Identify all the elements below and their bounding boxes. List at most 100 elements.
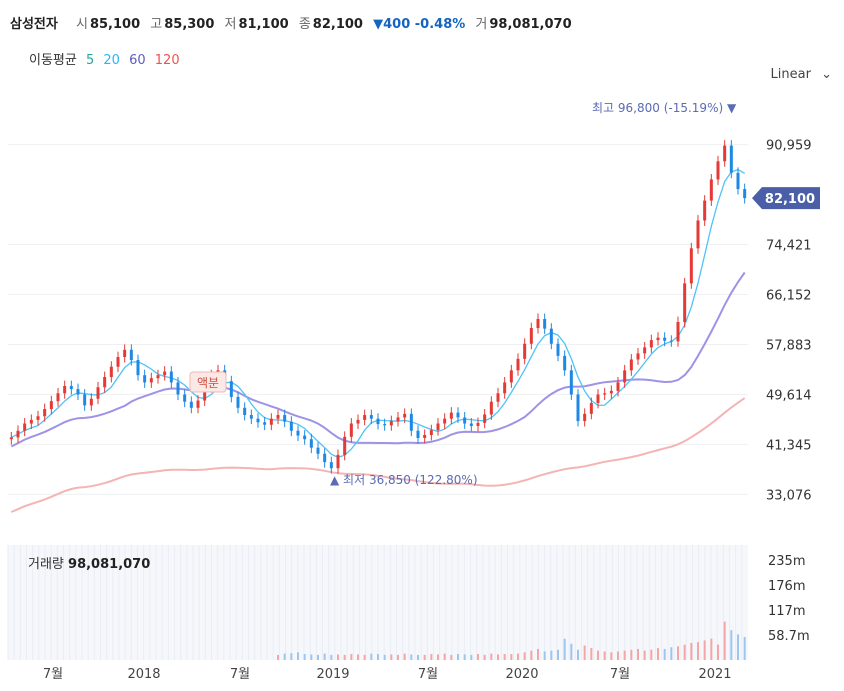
ma-120[interactable]: 120: [154, 53, 180, 68]
candle-body: [303, 435, 307, 440]
candle-body: [629, 359, 633, 371]
volume-bar: [743, 637, 746, 660]
candle-body: [563, 355, 567, 371]
candle-body: [183, 394, 187, 402]
candle-body: [43, 409, 47, 417]
chevron-down-icon: ⌄: [821, 67, 832, 82]
volume-bar: [563, 638, 566, 660]
candle-body: [56, 393, 60, 402]
high-annotation: 최고 96,800 (-15.19%) ▼: [592, 101, 737, 115]
scale-select[interactable]: Linear ⌄: [771, 67, 832, 82]
volume-bar: [550, 650, 553, 660]
volume-bar: [283, 653, 286, 660]
candle-body: [336, 454, 340, 469]
volume-bar: [710, 638, 713, 660]
candle-body: [236, 396, 240, 408]
candle-body: [509, 370, 513, 383]
candle-body: [616, 382, 620, 391]
candle-body: [396, 417, 400, 422]
ma-20[interactable]: 20: [103, 53, 120, 68]
candle-body: [383, 424, 387, 426]
candle-body: [436, 423, 440, 431]
candle-body: [723, 145, 727, 162]
volume-bar: [337, 654, 339, 660]
ma-60[interactable]: 60: [129, 53, 146, 68]
volume-bar: [477, 654, 479, 660]
x-tick-label: 2021: [698, 667, 731, 682]
volume-bar: [277, 654, 279, 660]
candle-body: [316, 447, 320, 454]
open-value: 85,100: [89, 17, 141, 32]
candle-body: [696, 220, 700, 249]
volume-bar: [417, 654, 419, 660]
volume-bar: [290, 653, 293, 660]
change-value: ▼400 -0.48%: [373, 17, 466, 32]
candle-body: [69, 386, 73, 390]
candle-body: [729, 145, 733, 173]
candle-body: [356, 419, 360, 424]
volume-bar: [737, 634, 739, 660]
candle-body: [649, 340, 653, 348]
price-tag-label: 82,100: [765, 192, 815, 207]
candle-body: [296, 430, 300, 436]
candle-body: [736, 172, 740, 190]
quote-header: 삼성전자 시 85,100 고 85,300 저 81,100 종 82,100 ▼40…: [10, 13, 578, 32]
candle-body: [76, 389, 80, 395]
volume-bar: [443, 653, 446, 660]
volume-bar: [403, 653, 406, 660]
volume-bar: [590, 648, 593, 660]
volume-panel-label: 거래량 98,081,070: [28, 553, 150, 572]
candle-body: [323, 453, 327, 463]
scale-value: Linear: [770, 67, 811, 82]
volume-title: 거래량: [28, 557, 64, 572]
candle-body: [529, 328, 533, 344]
low-value: 81,100: [238, 17, 289, 32]
volume-bar: [577, 649, 579, 660]
volume-bar: [617, 651, 619, 660]
volume-bar: [610, 652, 613, 660]
volume-bar: [343, 654, 346, 660]
candle-body: [476, 422, 480, 426]
candle-body: [469, 423, 473, 426]
ma-5[interactable]: 5: [85, 53, 95, 68]
volume-bar: [537, 648, 539, 660]
candle-body: [363, 415, 367, 420]
price-tag: [752, 187, 820, 210]
y-tick-label: 49,614: [766, 388, 812, 403]
candle-body: [49, 401, 53, 409]
volume-bar: [723, 621, 726, 660]
candle-body: [716, 161, 720, 180]
candle-body: [349, 423, 353, 437]
y-tick-label: 66,152: [766, 288, 812, 303]
volume-bar: [463, 654, 466, 660]
y-tick-label: 41,345: [766, 438, 812, 453]
volume-bar: [603, 651, 606, 660]
x-tick-label: 7월: [230, 667, 250, 682]
candle-body: [189, 401, 193, 408]
candle-body: [496, 393, 500, 402]
volume-bar: [450, 654, 453, 660]
candle-body: [443, 418, 447, 424]
candle-body: [543, 318, 547, 329]
candle-body: [609, 390, 613, 394]
volume-value: 98,081,070: [68, 557, 151, 572]
candle-body: [663, 337, 667, 341]
candle-body: [196, 400, 200, 408]
volume-bar: [303, 654, 306, 660]
candle-body: [263, 422, 267, 425]
volume-bar: [503, 654, 506, 660]
candle-body: [596, 394, 600, 403]
volume-bar: [497, 654, 499, 660]
close-value: 82,100: [312, 17, 363, 32]
y-tick-label: 90,959: [766, 139, 812, 154]
volume-bar: [683, 644, 686, 660]
candle-body: [243, 407, 247, 416]
candle-body: [483, 414, 487, 423]
candle-body: [249, 415, 253, 419]
candle-body: [276, 415, 280, 419]
volume-bar: [350, 654, 353, 660]
volume-bar: [637, 648, 639, 660]
candle-body: [169, 371, 173, 383]
volume-bar: [383, 654, 386, 660]
